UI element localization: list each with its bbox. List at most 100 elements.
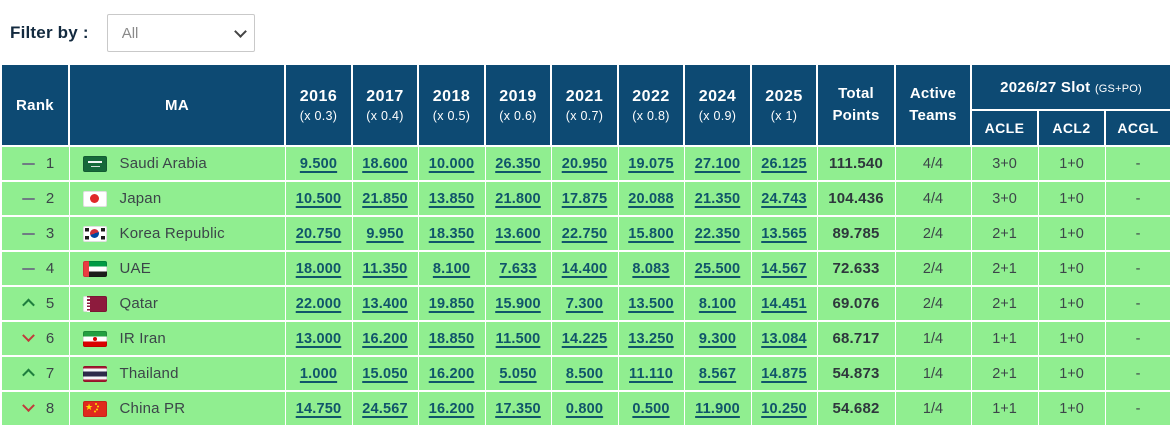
score-link[interactable]: 8.100 [698, 295, 737, 312]
rank-number: 8 [45, 400, 55, 417]
country-name: UAE [119, 260, 151, 277]
score-link[interactable]: 18.000 [295, 260, 342, 277]
header-year-2019: 2019 (x 0.6) [484, 63, 552, 147]
score-link[interactable]: 1.000 [299, 365, 338, 382]
country-name: Korea Republic [119, 225, 225, 242]
score-link[interactable]: 7.300 [565, 295, 604, 312]
score-link[interactable]: 13.500 [628, 295, 674, 312]
score-link[interactable]: 24.743 [761, 190, 807, 207]
slot-acgl: - [1104, 215, 1170, 252]
header-active-teams: Active Teams [894, 63, 972, 147]
score-link[interactable]: 16.200 [362, 330, 408, 347]
trend-down-icon [22, 402, 36, 416]
score-link[interactable]: 13.600 [495, 225, 541, 242]
score-link[interactable]: 0.800 [565, 400, 604, 417]
score-link[interactable]: 15.800 [628, 225, 674, 242]
header-year-2024: 2024 (x 0.9) [683, 63, 752, 147]
score-link[interactable]: 20.750 [295, 225, 342, 242]
trend-up-icon [22, 367, 36, 381]
header-acle: ACLE [970, 109, 1039, 147]
score-link[interactable]: 14.567 [761, 260, 807, 277]
filter-select-wrap: All [106, 14, 255, 52]
score-link[interactable]: 5.050 [499, 365, 537, 382]
score-link[interactable]: 13.565 [761, 225, 807, 242]
score-link[interactable]: 25.500 [694, 260, 741, 277]
score-link[interactable]: 22.350 [694, 225, 741, 242]
table-header: Rank MA 2016 (x 0.3) 2017 (x 0.4) 2018 (x 0… [0, 63, 1170, 147]
header-year-2025: 2025 (x 1) [750, 63, 818, 147]
score-link[interactable]: 16.200 [428, 400, 475, 417]
score-link[interactable]: 18.350 [428, 225, 475, 242]
score-link[interactable]: 14.875 [761, 365, 807, 382]
score-link[interactable]: 8.100 [432, 260, 471, 277]
score-link[interactable]: 11.110 [629, 365, 673, 382]
score-link[interactable]: 24.567 [362, 400, 408, 417]
active-teams: 2/4 [894, 215, 972, 252]
score-link[interactable]: 7.633 [499, 260, 537, 277]
table-row: 2 Japan 10.500 21.850 13.850 21.800 17.8… [0, 180, 1170, 217]
score-link[interactable]: 18.600 [362, 155, 408, 172]
score-link[interactable]: 8.500 [565, 365, 604, 382]
score-link[interactable]: 14.225 [561, 330, 608, 347]
score-link[interactable]: 9.300 [698, 330, 737, 347]
filter-select[interactable]: All [106, 14, 255, 52]
score-link[interactable]: 17.350 [495, 400, 541, 417]
score-link[interactable]: 14.451 [761, 295, 807, 312]
score-link[interactable]: 10.000 [428, 155, 475, 172]
flag-thailand [82, 365, 107, 382]
score-link[interactable]: 13.000 [295, 330, 342, 347]
score-link[interactable]: 22.000 [295, 295, 342, 312]
slot-acl2: 1+0 [1037, 180, 1106, 217]
score-link[interactable]: 18.850 [428, 330, 475, 347]
rank-number: 3 [45, 225, 55, 242]
active-teams: 4/4 [894, 145, 972, 182]
score-link[interactable]: 8.567 [698, 365, 737, 382]
score-link[interactable]: 21.800 [495, 190, 541, 207]
active-teams: 1/4 [894, 320, 972, 357]
active-teams: 1/4 [894, 355, 972, 392]
score-link[interactable]: 9.950 [366, 225, 404, 242]
slot-acgl: - [1104, 355, 1170, 392]
table-row: 3 Korea Republic 20.750 9.950 18.350 13.… [0, 215, 1170, 252]
score-link[interactable]: 16.200 [428, 365, 475, 382]
score-link[interactable]: 19.075 [628, 155, 674, 172]
score-link[interactable]: 10.250 [761, 400, 807, 417]
score-link[interactable]: 15.050 [362, 365, 408, 382]
score-link[interactable]: 22.750 [561, 225, 608, 242]
score-link[interactable]: 13.850 [428, 190, 475, 207]
slot-acl2: 1+0 [1037, 355, 1106, 392]
trend-same-icon [22, 262, 36, 276]
score-link[interactable]: 10.500 [295, 190, 342, 207]
trend-up-icon [22, 297, 36, 311]
slot-acle: 3+0 [970, 180, 1039, 217]
score-link[interactable]: 8.083 [632, 260, 670, 277]
score-link[interactable]: 11.900 [695, 400, 740, 417]
score-link[interactable]: 26.125 [761, 155, 807, 172]
score-link[interactable]: 20.950 [561, 155, 608, 172]
ranking-table-body: 1 Saudi Arabia 9.500 18.600 10.000 26.35… [0, 145, 1170, 427]
score-link[interactable]: 14.750 [295, 400, 342, 417]
score-link[interactable]: 21.350 [694, 190, 741, 207]
header-year-2018: 2018 (x 0.5) [417, 63, 486, 147]
filter-label: Filter by : [10, 23, 89, 42]
score-link[interactable]: 20.088 [628, 190, 674, 207]
score-link[interactable]: 17.875 [561, 190, 608, 207]
score-link[interactable]: 14.400 [561, 260, 608, 277]
score-link[interactable]: 19.850 [428, 295, 475, 312]
score-link[interactable]: 13.250 [628, 330, 674, 347]
score-link[interactable]: 26.350 [495, 155, 541, 172]
header-acl2: ACL2 [1037, 109, 1106, 147]
score-link[interactable]: 11.500 [495, 330, 541, 347]
slot-acle: 2+1 [970, 285, 1039, 322]
score-link[interactable]: 15.900 [495, 295, 541, 312]
score-link[interactable]: 27.100 [694, 155, 741, 172]
score-link[interactable]: 13.084 [761, 330, 807, 347]
score-link[interactable]: 21.850 [362, 190, 408, 207]
score-link[interactable]: 9.500 [299, 155, 338, 172]
slot-acl2: 1+0 [1037, 250, 1106, 287]
score-link[interactable]: 0.500 [632, 400, 670, 417]
score-link[interactable]: 11.350 [362, 260, 408, 277]
slot-acl2: 1+0 [1037, 285, 1106, 322]
score-link[interactable]: 13.400 [362, 295, 408, 312]
table-row: 8 China PR 14.750 24.567 16.200 17.350 0… [0, 390, 1170, 427]
